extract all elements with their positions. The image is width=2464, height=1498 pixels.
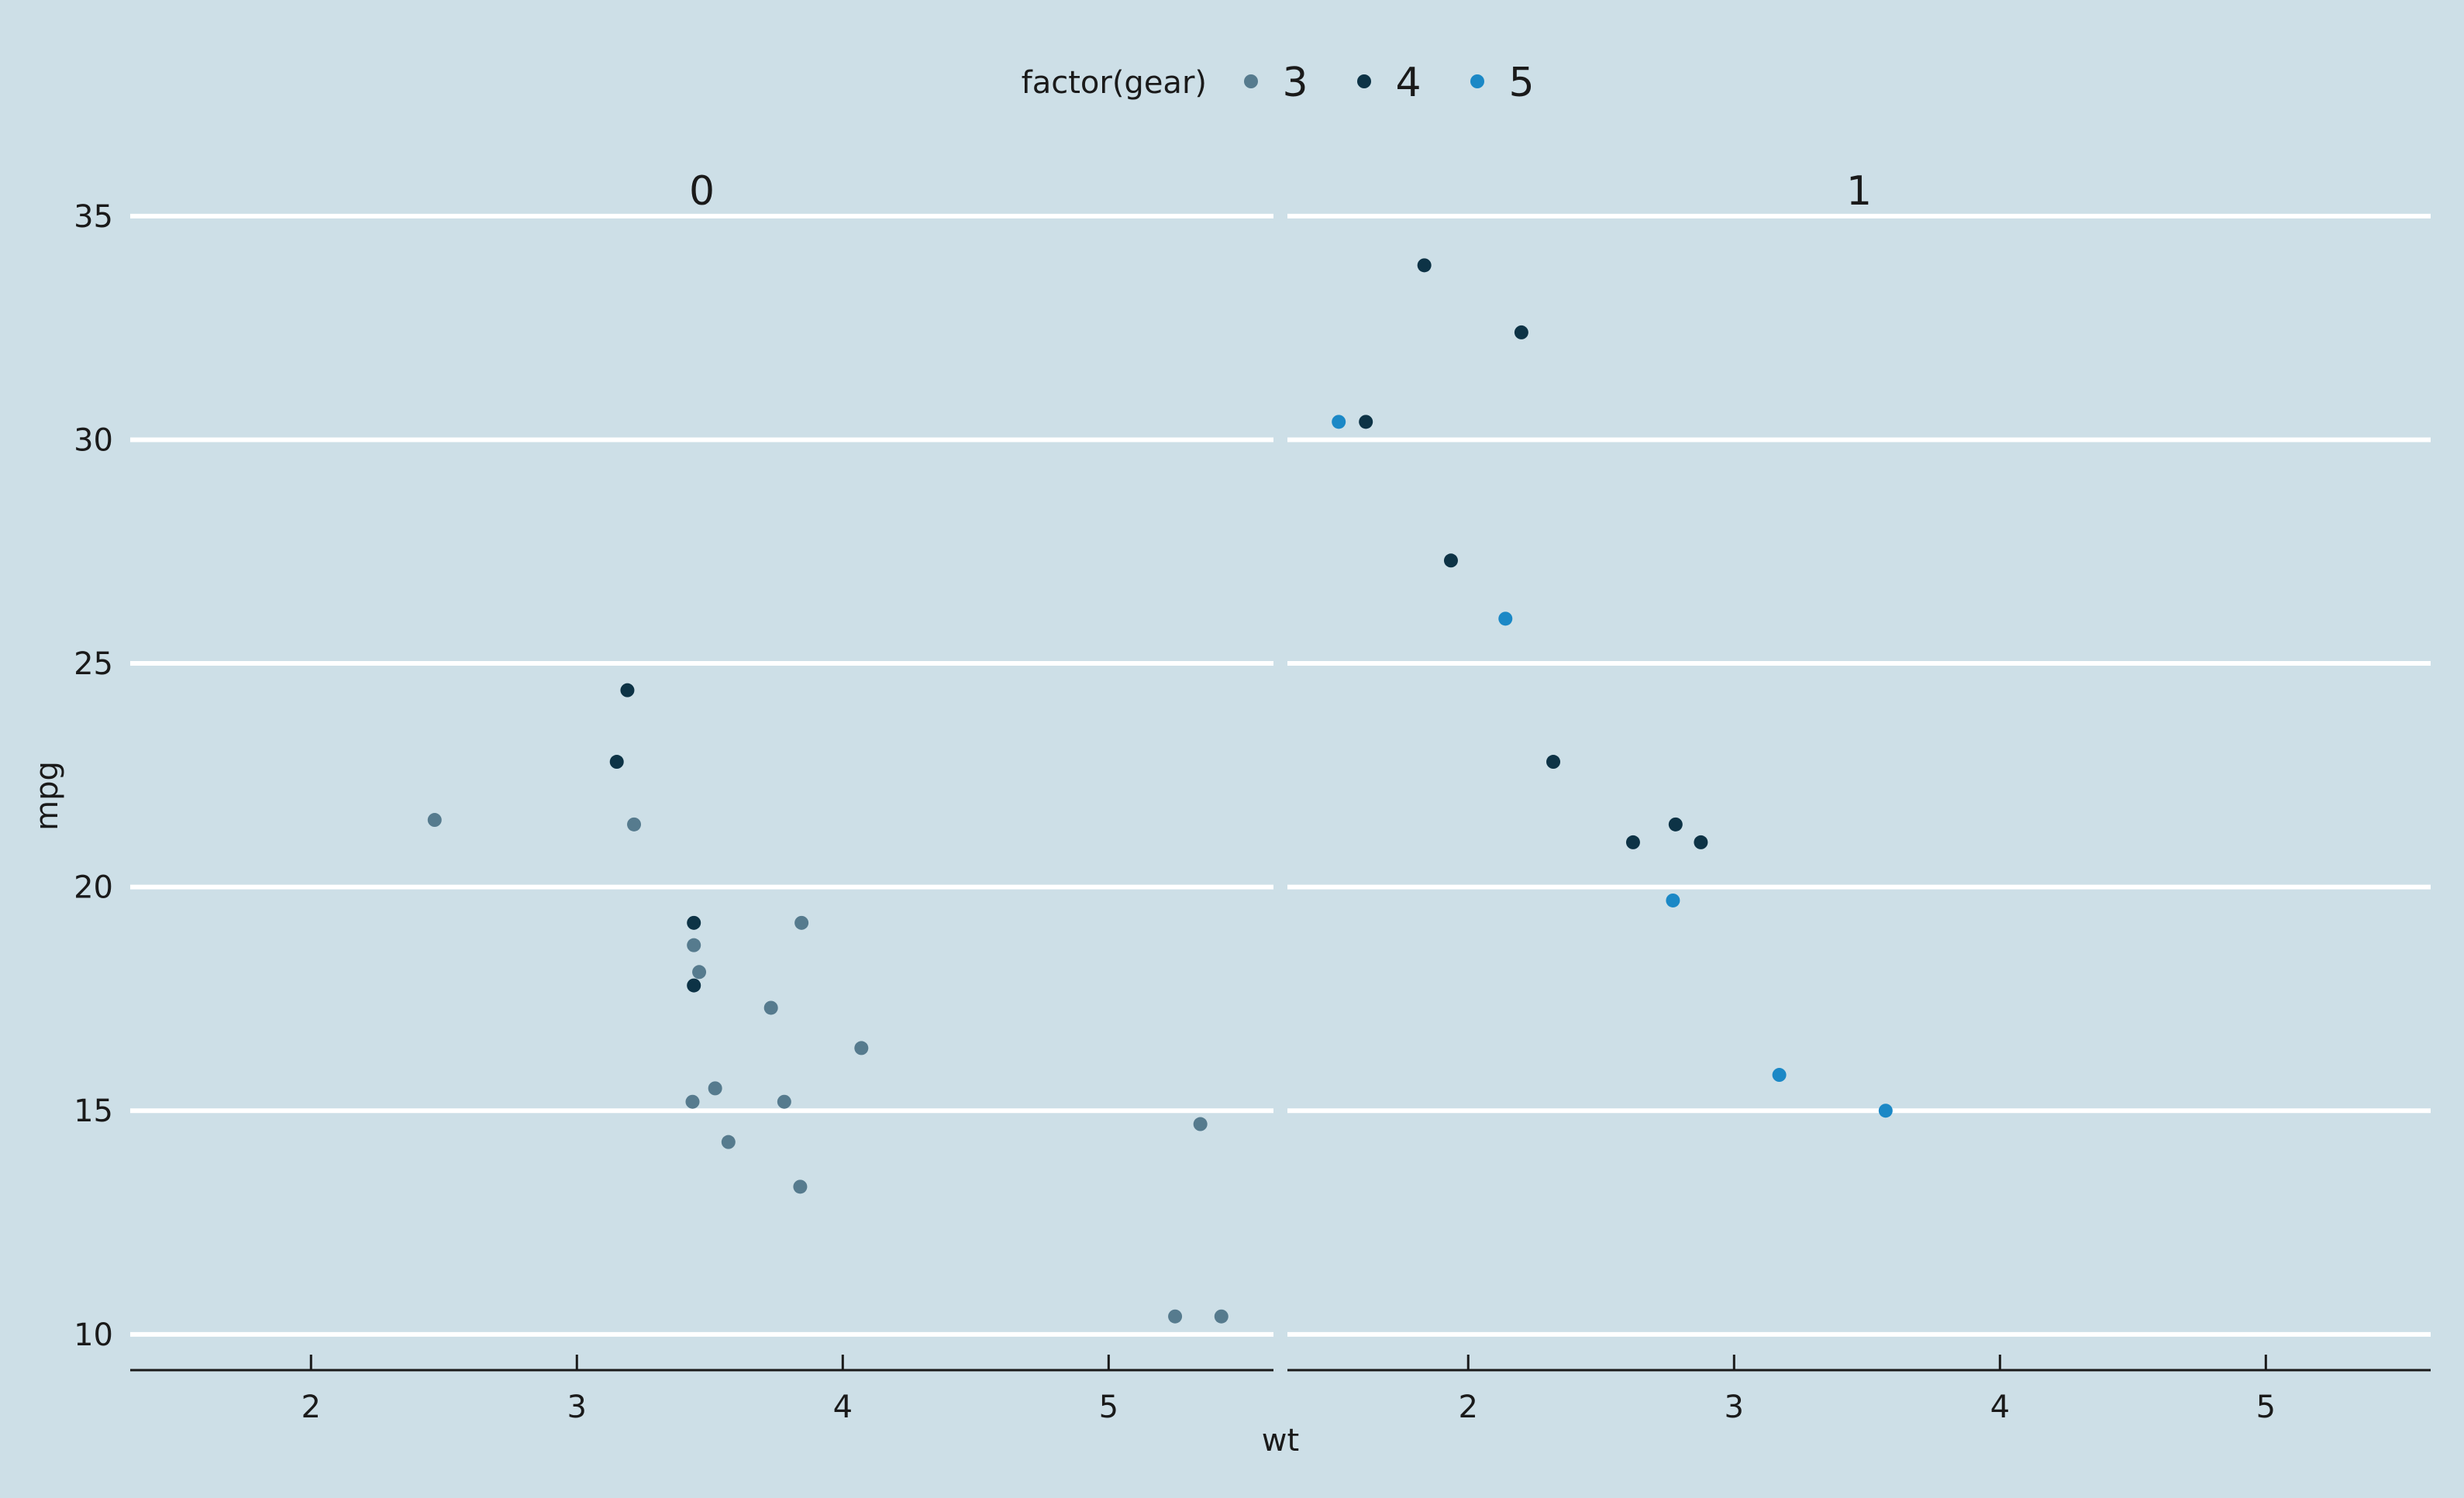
y-tick-label: 25 bbox=[74, 646, 113, 682]
y-tick-label: 15 bbox=[74, 1093, 113, 1129]
data-point-gear-3 bbox=[708, 1081, 722, 1096]
data-point-gear-5 bbox=[1772, 1068, 1787, 1083]
panel-1: 1 2 3 4 5 bbox=[1287, 168, 2431, 1425]
y-tick-label: 35 bbox=[74, 199, 113, 235]
x-axis-title: wt bbox=[1262, 1423, 1299, 1458]
data-point-gear-4 bbox=[1443, 553, 1458, 568]
data-point-gear-3 bbox=[692, 965, 707, 980]
legend-key-3 bbox=[1244, 74, 1258, 88]
facet-strip-label: 0 bbox=[689, 168, 715, 215]
x-tick-label: 3 bbox=[567, 1390, 587, 1425]
x-tick-label: 3 bbox=[1725, 1390, 1744, 1425]
legend: factor(gear) 3 4 5 bbox=[1022, 60, 1535, 106]
legend-item-5: 5 bbox=[1470, 60, 1535, 106]
data-point-gear-3 bbox=[721, 1135, 736, 1149]
y-axis-title: mpg bbox=[29, 761, 65, 831]
data-point-gear-4 bbox=[687, 978, 701, 993]
y-tick-label: 30 bbox=[74, 422, 113, 458]
data-point-gear-5 bbox=[1878, 1104, 1893, 1118]
data-point-gear-3 bbox=[794, 915, 809, 930]
data-point-gear-5 bbox=[1498, 611, 1513, 626]
data-point-gear-3 bbox=[627, 817, 642, 832]
data-point-gear-4 bbox=[1514, 325, 1528, 339]
data-point-gear-3 bbox=[793, 1179, 808, 1194]
legend-label-5: 5 bbox=[1508, 60, 1534, 106]
data-point-gear-5 bbox=[1666, 893, 1680, 907]
facet-strip-label: 1 bbox=[1846, 168, 1872, 215]
legend-label-3: 3 bbox=[1282, 60, 1308, 106]
data-point-gear-4 bbox=[1359, 415, 1373, 429]
data-point-gear-4 bbox=[1668, 817, 1683, 832]
data-point-gear-3 bbox=[854, 1041, 869, 1055]
data-point-gear-5 bbox=[1332, 415, 1346, 429]
data-point-gear-4 bbox=[687, 915, 701, 930]
data-point-gear-3 bbox=[687, 938, 701, 952]
x-tick-label: 5 bbox=[2256, 1390, 2276, 1425]
data-point-gear-4 bbox=[1694, 835, 1708, 849]
legend-key-5 bbox=[1470, 74, 1484, 88]
data-point-gear-3 bbox=[1214, 1309, 1229, 1324]
data-point-gear-3 bbox=[427, 813, 442, 828]
data-point-gear-3 bbox=[777, 1094, 791, 1109]
y-tick-label: 10 bbox=[74, 1317, 113, 1353]
x-tick-label: 2 bbox=[1459, 1390, 1478, 1425]
x-tick-label: 4 bbox=[1990, 1390, 2010, 1425]
data-point-gear-4 bbox=[1625, 835, 1640, 849]
x-tick-label: 4 bbox=[833, 1390, 853, 1425]
y-tick-label: 20 bbox=[74, 870, 113, 906]
legend-label-4: 4 bbox=[1395, 60, 1421, 106]
legend-item-3: 3 bbox=[1244, 60, 1308, 106]
legend-item-4: 4 bbox=[1357, 60, 1422, 106]
data-point-gear-3 bbox=[1168, 1309, 1183, 1324]
data-point-gear-4 bbox=[1417, 258, 1432, 273]
legend-title: factor(gear) bbox=[1022, 65, 1207, 101]
data-point-gear-3 bbox=[685, 1094, 700, 1109]
data-point-gear-4 bbox=[609, 755, 624, 770]
data-point-gear-4 bbox=[620, 683, 635, 697]
data-point-gear-3 bbox=[1193, 1117, 1208, 1131]
x-tick-label: 2 bbox=[302, 1390, 321, 1425]
data-point-gear-3 bbox=[763, 1000, 778, 1015]
panel-0: 0 2 3 4 5 bbox=[130, 168, 1273, 1425]
x-tick-label: 5 bbox=[1099, 1390, 1118, 1425]
legend-key-4 bbox=[1357, 74, 1371, 88]
y-axis: 10 15 20 25 30 35 bbox=[74, 199, 113, 1353]
data-point-gear-4 bbox=[1546, 755, 1561, 770]
